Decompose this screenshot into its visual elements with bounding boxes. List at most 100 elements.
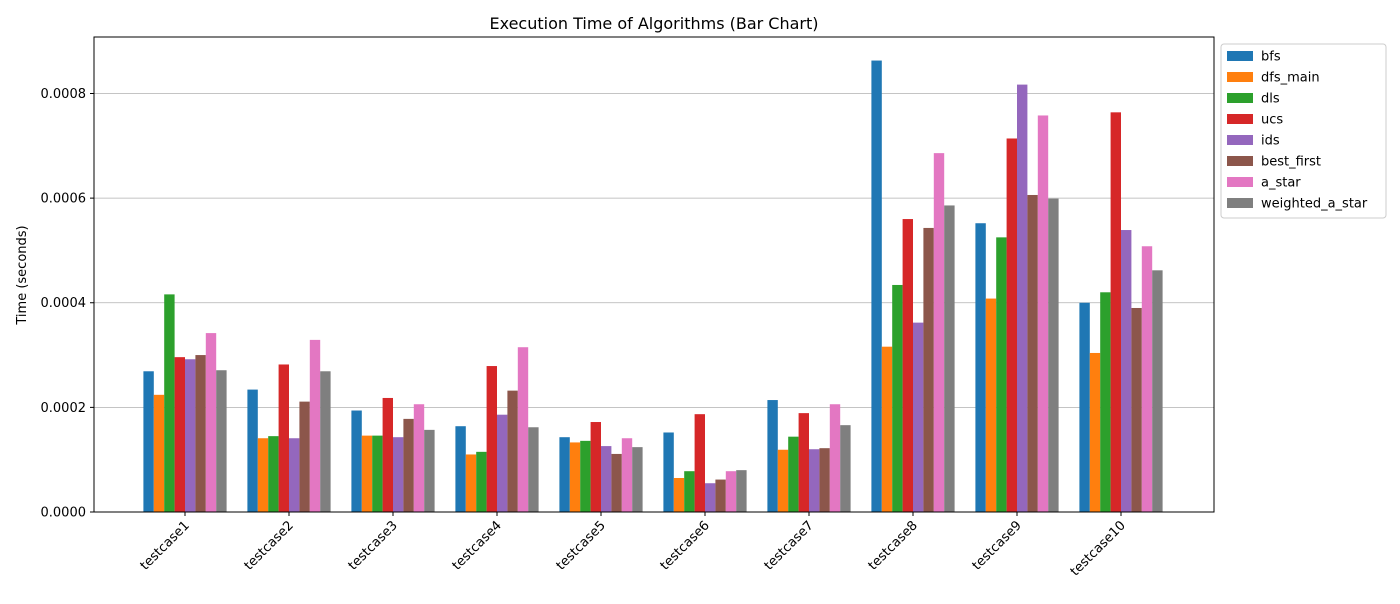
bar-best_first-testcase7 [819,448,830,512]
bar-weighted_a_star-testcase4 [528,427,539,512]
bar-weighted_a_star-testcase1 [216,370,227,512]
bar-ids-testcase7 [809,449,820,512]
bar-a_star-testcase7 [829,404,841,512]
bar-dls-testcase9 [996,237,1007,513]
bar-weighted_a_star-testcase2 [320,371,331,512]
bar-bfs-testcase9 [975,223,986,513]
bar-ucs-testcase10 [1110,112,1121,513]
bar-ids-testcase2 [289,438,300,512]
bar-best_first-testcase8 [923,227,934,512]
legend-label-best_first: best_first [1261,155,1321,170]
bar-ucs-testcase1 [174,357,185,512]
bar-ucs-testcase9 [1006,138,1017,512]
legend-swatch-weighted_a_star [1227,198,1253,208]
bar-ids-testcase4 [497,414,508,512]
bar-ids-testcase5 [601,446,612,512]
bar-ucs-testcase5 [590,422,601,512]
bar-a_star-testcase8 [933,153,945,513]
bar-best_first-testcase9 [1027,194,1038,512]
x-axis-ticks: testcase1 testcase2 testcase3 testcase4 test… [138,512,1129,579]
bar-best_first-testcase3 [403,418,414,512]
legend-label-dls: dls [1261,92,1280,107]
x-tick-label: testcase3 [346,518,401,573]
legend-label-a_star: a_star [1261,176,1301,191]
bar-a_star-testcase3 [413,404,425,512]
bar-ids-testcase3 [393,437,404,512]
bar-weighted_a_star-testcase10 [1152,270,1163,512]
bar-dfs_main-testcase5 [569,442,581,512]
bar-ucs-testcase3 [382,397,393,512]
legend-box [1220,43,1387,219]
bar-a_star-testcase5 [621,438,633,512]
x-tick-label: testcase6 [658,518,713,573]
x-tick-label: testcase7 [762,518,817,573]
bar-ids-testcase10 [1121,230,1132,513]
y-tick-label: 0.0000 [41,506,87,521]
legend-swatch-ids [1227,135,1253,145]
bar-bfs-testcase2 [247,389,258,512]
bar-bfs-testcase4 [455,426,466,512]
legend-label-ucs: ucs [1261,113,1283,128]
bar-a_star-testcase10 [1141,246,1153,512]
bar-dls-testcase10 [1100,292,1111,512]
bar-ids-testcase9 [1017,84,1028,513]
bar-weighted_a_star-testcase3 [424,429,435,512]
x-tick-label: testcase9 [970,518,1025,573]
bar-bfs-testcase7 [767,400,778,512]
bar-weighted_a_star-testcase8 [944,205,955,512]
legend-label-bfs: bfs [1261,50,1281,65]
y-axis-ticks: 0.0000 0.0002 0.0004 0.0006 0.0008 [41,87,94,521]
bar-dls-testcase8 [892,284,903,512]
legend-label-dfs_main: dfs_main [1261,71,1320,86]
bar-best_first-testcase10 [1131,307,1142,512]
bar-ids-testcase6 [705,483,716,512]
bar-a_star-testcase9 [1037,115,1049,512]
bar-dls-testcase2 [268,436,279,512]
y-tick-label: 0.0006 [41,192,87,207]
bar-ucs-testcase8 [902,219,913,512]
x-tick-label: testcase10 [1068,518,1129,579]
bar-bfs-testcase10 [1079,302,1090,512]
legend-swatch-dls [1227,93,1253,103]
bar-dfs_main-testcase4 [465,454,477,512]
x-tick-label: testcase4 [450,518,505,573]
bar-dls-testcase4 [476,451,487,512]
bar-best_first-testcase4 [507,390,518,512]
bar-ucs-testcase4 [486,366,497,512]
y-tick-label: 0.0002 [41,401,87,416]
bar-weighted_a_star-testcase9 [1048,198,1059,512]
legend-swatch-a_star [1227,177,1253,187]
bar-weighted_a_star-testcase7 [840,425,851,512]
bar-bfs-testcase1 [143,371,154,512]
bar-dls-testcase3 [372,435,383,512]
bar-dls-testcase6 [684,471,695,512]
bar-best_first-testcase2 [299,401,310,512]
x-tick-label: testcase1 [138,518,193,573]
bars [143,60,1163,513]
bar-best_first-testcase6 [715,479,726,512]
y-tick-label: 0.0004 [41,296,87,311]
bar-a_star-testcase6 [725,471,737,512]
bar-dfs_main-testcase9 [985,298,997,512]
bar-bfs-testcase3 [351,410,362,512]
chart-title: Execution Time of Algorithms (Bar Chart) [489,14,818,33]
bar-ucs-testcase7 [798,413,809,512]
bar-dfs_main-testcase2 [257,438,269,512]
bar-ucs-testcase6 [694,414,705,512]
bar-weighted_a_star-testcase6 [736,470,747,512]
bar-a_star-testcase1 [205,333,217,512]
legend-label-ids: ids [1261,134,1280,149]
legend-swatch-bfs [1227,51,1253,61]
bar-dls-testcase5 [580,440,591,512]
bar-dfs_main-testcase10 [1089,352,1101,512]
bar-a_star-testcase2 [309,339,321,512]
bar-a_star-testcase4 [517,347,529,512]
y-tick-label: 0.0008 [41,87,87,102]
bar-ids-testcase1 [185,359,196,512]
bar-best_first-testcase1 [195,355,206,512]
bar-dfs_main-testcase1 [153,394,165,512]
bar-bfs-testcase8 [871,60,882,513]
